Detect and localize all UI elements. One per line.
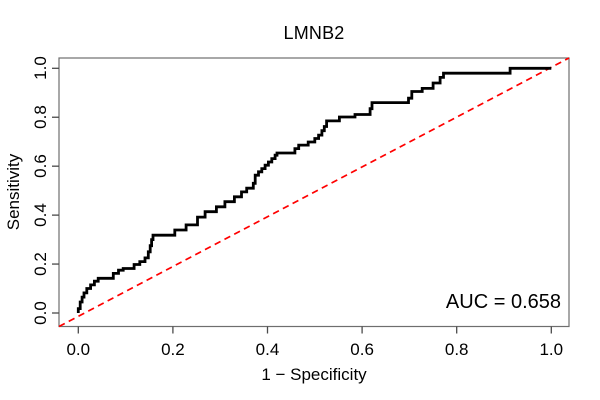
y-tick-label: 0.2	[31, 252, 50, 276]
x-tick-label: 1.0	[539, 340, 564, 359]
y-axis-label: Sensitivity	[4, 153, 23, 231]
y-tick-label: 0.6	[31, 154, 50, 178]
x-axis-label: 1 − Specificity	[261, 365, 367, 384]
chance-diagonal-line	[58, 57, 570, 328]
x-tick-label: 0.8	[444, 340, 469, 359]
chart-title: LMNB2	[283, 23, 345, 43]
y-tick-label: 0.0	[31, 301, 50, 325]
x-tick-label: 0.4	[255, 340, 280, 359]
roc-curve-line	[76, 66, 552, 313]
y-tick-label: 1.0	[31, 56, 50, 81]
y-tick-label: 0.8	[31, 105, 50, 130]
y-tick-label: 0.4	[31, 203, 50, 227]
x-tick-label: 0.6	[350, 340, 374, 359]
x-tick-label: 0.2	[161, 340, 185, 359]
auc-annotation: AUC = 0.658	[445, 291, 561, 313]
x-tick-label: 0.0	[66, 340, 91, 359]
plot-box	[58, 57, 570, 328]
